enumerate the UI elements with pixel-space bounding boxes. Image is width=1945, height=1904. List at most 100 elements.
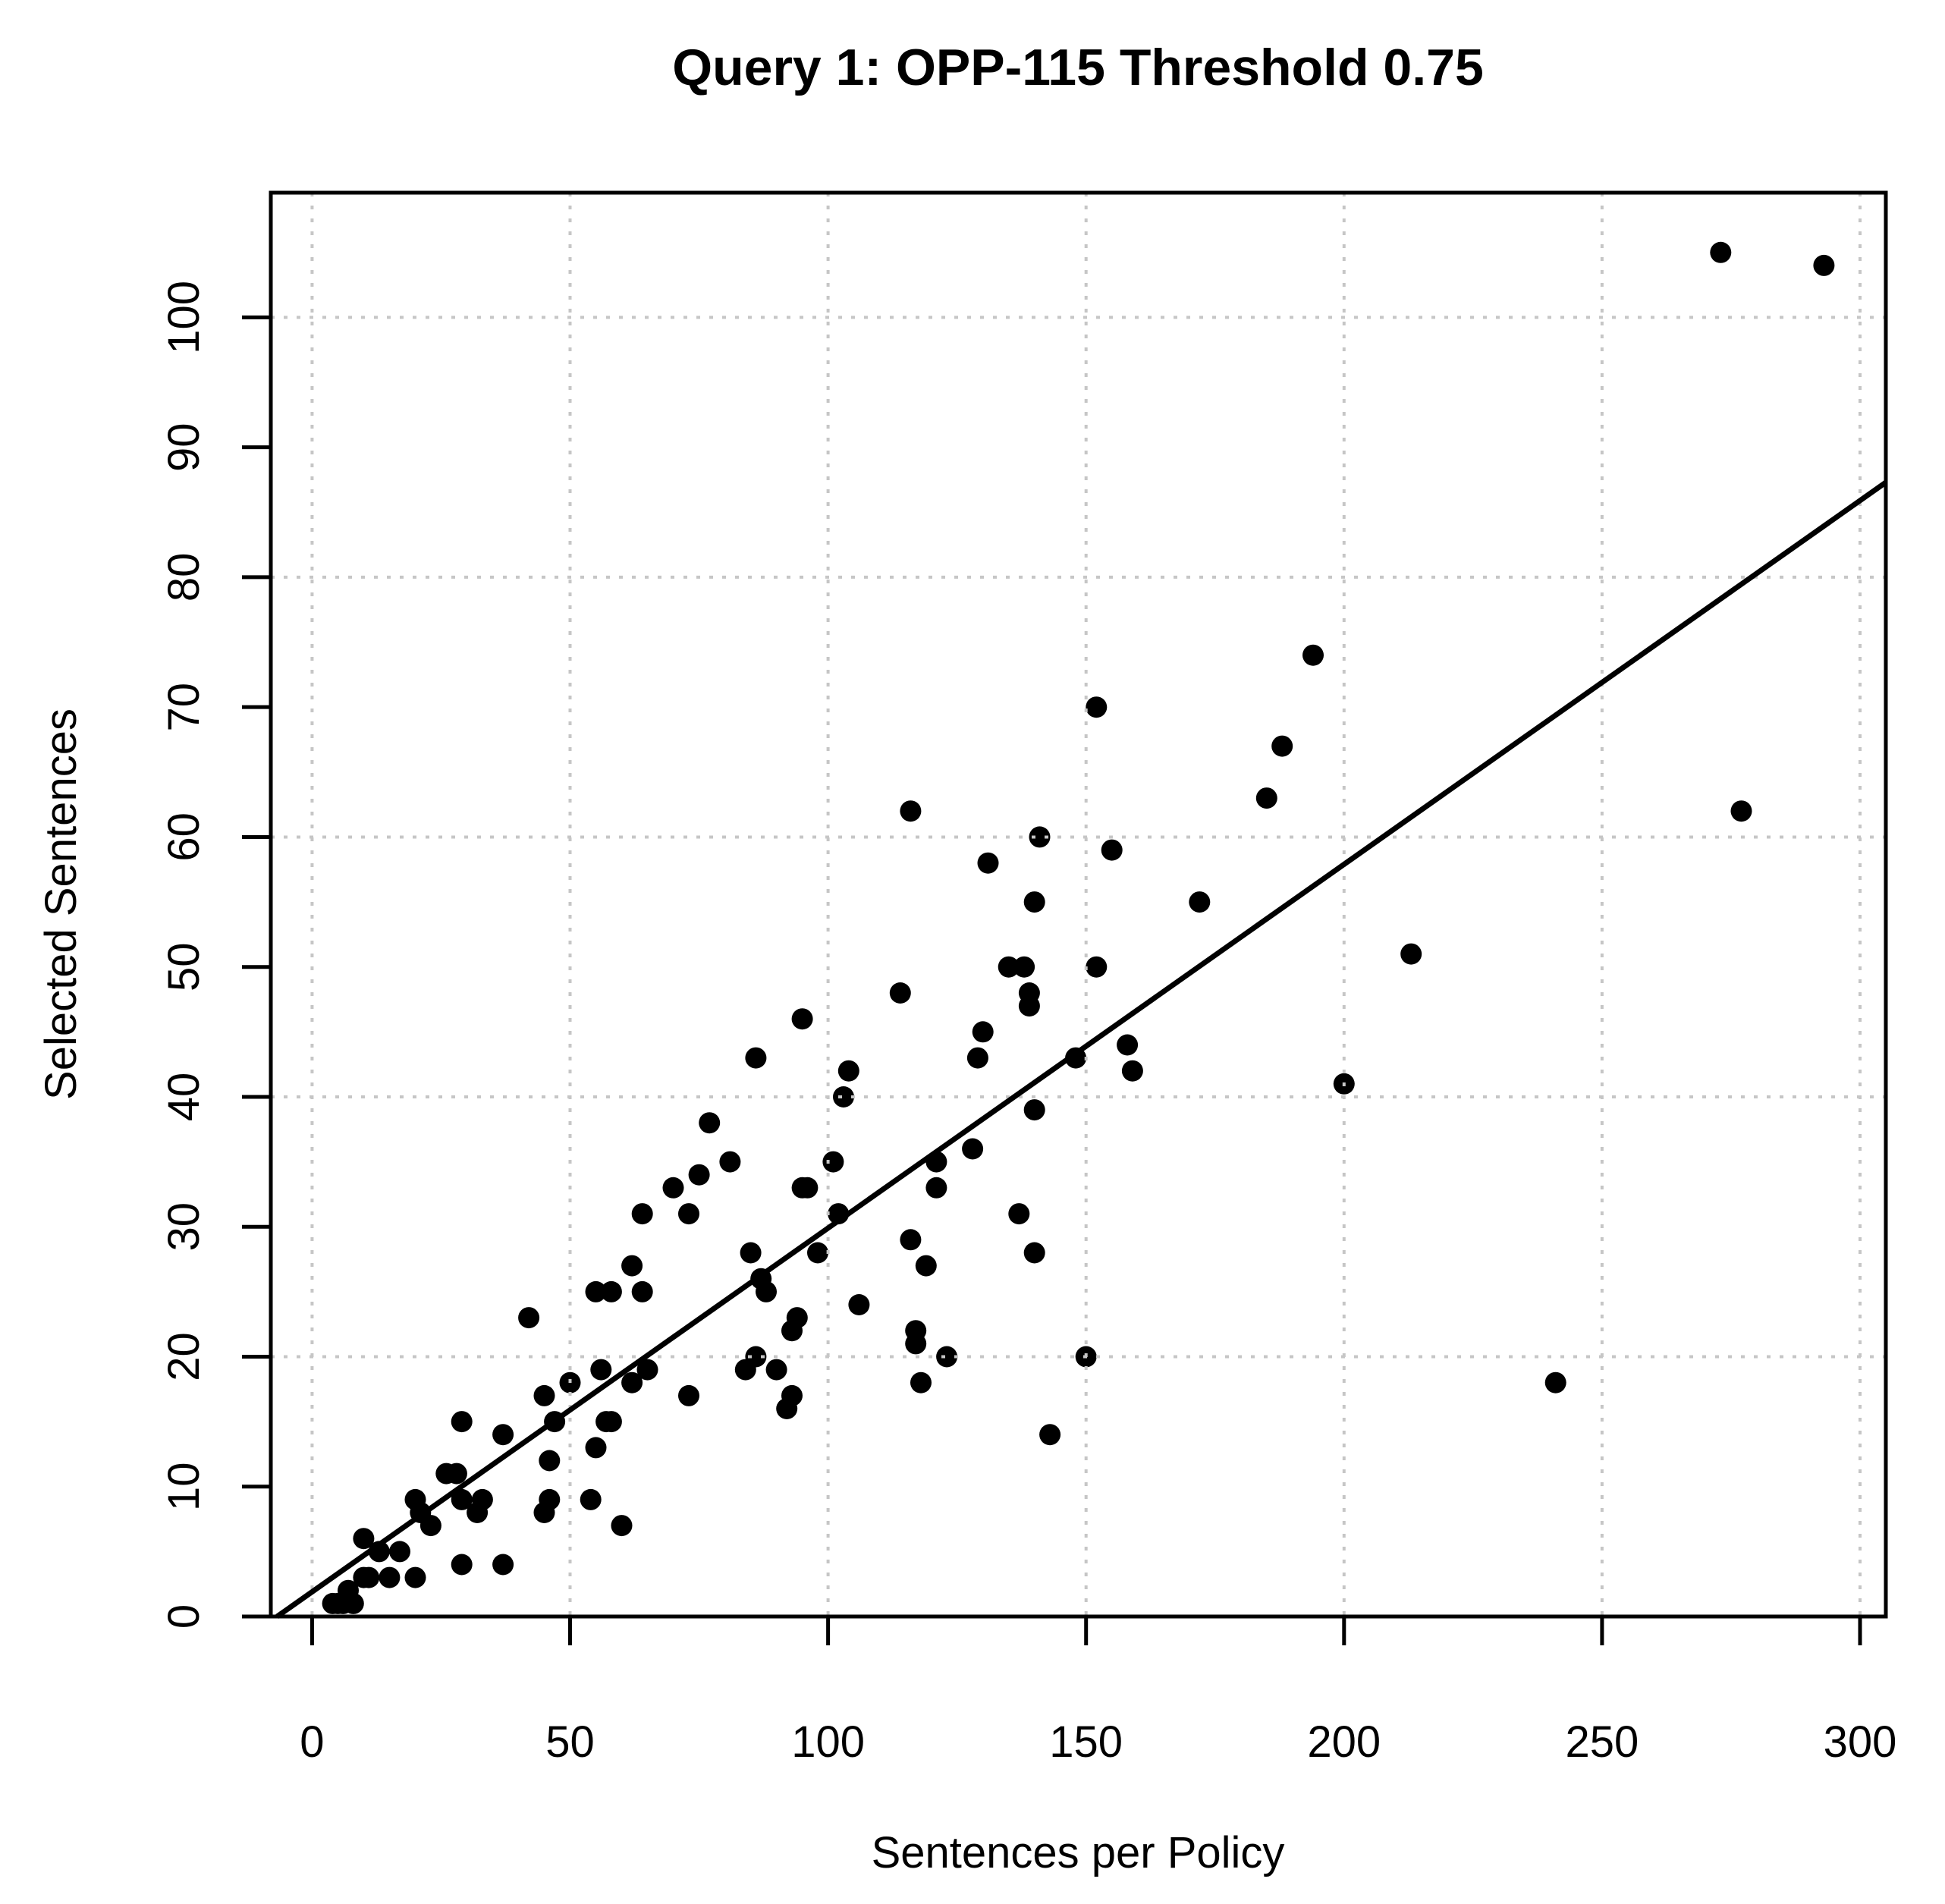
data-point xyxy=(797,1177,819,1199)
data-point xyxy=(600,1411,622,1433)
data-point xyxy=(580,1488,602,1510)
x-axis-title: Sentences per Policy xyxy=(872,1828,1285,1877)
y-axis-tick-label: 100 xyxy=(159,281,209,354)
data-point xyxy=(699,1112,721,1134)
y-axis-tick-label: 0 xyxy=(159,1604,209,1629)
data-point xyxy=(915,1255,937,1277)
data-point xyxy=(585,1437,607,1459)
data-point xyxy=(585,1280,607,1302)
data-point xyxy=(900,800,922,822)
data-point xyxy=(822,1151,844,1173)
data-point xyxy=(910,1371,932,1393)
data-point xyxy=(1101,839,1123,861)
axes-layer: 0 50 100 150 200 250 300 0 10 20 30 40 50 60 70 80 90 100 xyxy=(159,190,1897,1767)
data-point xyxy=(833,1086,854,1108)
data-point xyxy=(1023,891,1045,913)
x-axis-tick-label: 100 xyxy=(791,1717,865,1767)
data-point xyxy=(600,1280,622,1302)
data-point xyxy=(1121,1060,1143,1082)
data-point xyxy=(719,1151,741,1173)
plot-border-box xyxy=(269,190,1888,1619)
data-point xyxy=(533,1384,555,1406)
data-point xyxy=(631,1280,653,1302)
data-point xyxy=(962,1138,984,1160)
y-axis-tick-label: 80 xyxy=(159,553,209,602)
y-axis-tick-label: 10 xyxy=(159,1462,209,1511)
data-point xyxy=(379,1566,401,1588)
data-point xyxy=(1255,787,1277,809)
data-point xyxy=(539,1488,561,1510)
data-point xyxy=(1400,943,1422,965)
x-axis-tick-label: 0 xyxy=(300,1717,324,1767)
data-point xyxy=(492,1424,514,1446)
data-point xyxy=(539,1450,561,1472)
data-point xyxy=(745,1047,767,1069)
data-point xyxy=(781,1384,803,1406)
data-point xyxy=(451,1411,473,1433)
data-point xyxy=(765,1359,787,1381)
data-point xyxy=(1117,1034,1139,1056)
data-point xyxy=(1086,956,1108,978)
data-point xyxy=(1710,241,1732,263)
y-axis-tick-label: 50 xyxy=(159,942,209,991)
data-point xyxy=(631,1203,653,1225)
data-point xyxy=(445,1463,467,1485)
data-point xyxy=(786,1307,808,1329)
y-axis-tick-label: 70 xyxy=(159,683,209,732)
data-point xyxy=(977,852,999,874)
data-point xyxy=(1189,891,1211,913)
data-point xyxy=(966,1047,988,1069)
data-point xyxy=(900,1229,922,1251)
data-point xyxy=(889,982,911,1004)
data-point xyxy=(518,1307,540,1329)
regression-line xyxy=(275,480,1888,1619)
scatter-points-layer xyxy=(322,241,1835,1614)
data-point xyxy=(662,1177,684,1199)
x-axis-tick-label: 200 xyxy=(1307,1717,1381,1767)
y-axis-tick-label: 40 xyxy=(159,1073,209,1122)
data-point xyxy=(936,1346,958,1368)
data-point xyxy=(972,1021,994,1043)
data-point xyxy=(621,1371,643,1393)
data-point xyxy=(451,1554,473,1576)
data-point xyxy=(1730,800,1752,822)
data-point xyxy=(1023,1099,1045,1121)
data-point xyxy=(1008,1203,1030,1225)
x-axis-tick-label: 250 xyxy=(1566,1717,1639,1767)
data-point xyxy=(837,1060,859,1082)
x-axis-tick-label: 300 xyxy=(1824,1717,1897,1767)
data-point xyxy=(678,1384,699,1406)
data-point xyxy=(419,1515,441,1537)
gridlines-layer xyxy=(271,193,1886,1618)
data-point xyxy=(740,1242,762,1264)
y-axis-tick-label: 60 xyxy=(159,812,209,862)
y-axis-tick-label: 90 xyxy=(159,423,209,472)
data-point xyxy=(471,1488,493,1510)
data-point xyxy=(1086,696,1108,718)
data-point xyxy=(1302,644,1324,666)
y-axis-tick-label: 20 xyxy=(159,1332,209,1381)
data-point xyxy=(492,1554,514,1576)
data-point xyxy=(925,1177,947,1199)
x-axis-tick-label: 150 xyxy=(1049,1717,1123,1767)
data-point xyxy=(636,1359,658,1381)
data-point xyxy=(848,1294,870,1315)
x-axis-tick-label: 50 xyxy=(545,1717,595,1767)
data-point xyxy=(905,1320,927,1342)
data-point xyxy=(1029,826,1051,848)
data-point xyxy=(342,1592,364,1614)
data-point xyxy=(791,1008,813,1030)
data-point xyxy=(678,1203,699,1225)
data-point xyxy=(611,1515,633,1537)
fit-line-layer xyxy=(275,480,1888,1619)
data-point xyxy=(745,1346,767,1368)
data-point xyxy=(1271,735,1293,757)
data-point xyxy=(451,1488,473,1510)
data-point xyxy=(1544,1371,1566,1393)
data-point xyxy=(1039,1424,1061,1446)
data-point xyxy=(353,1528,375,1550)
data-point xyxy=(688,1164,710,1186)
data-point xyxy=(1013,956,1035,978)
